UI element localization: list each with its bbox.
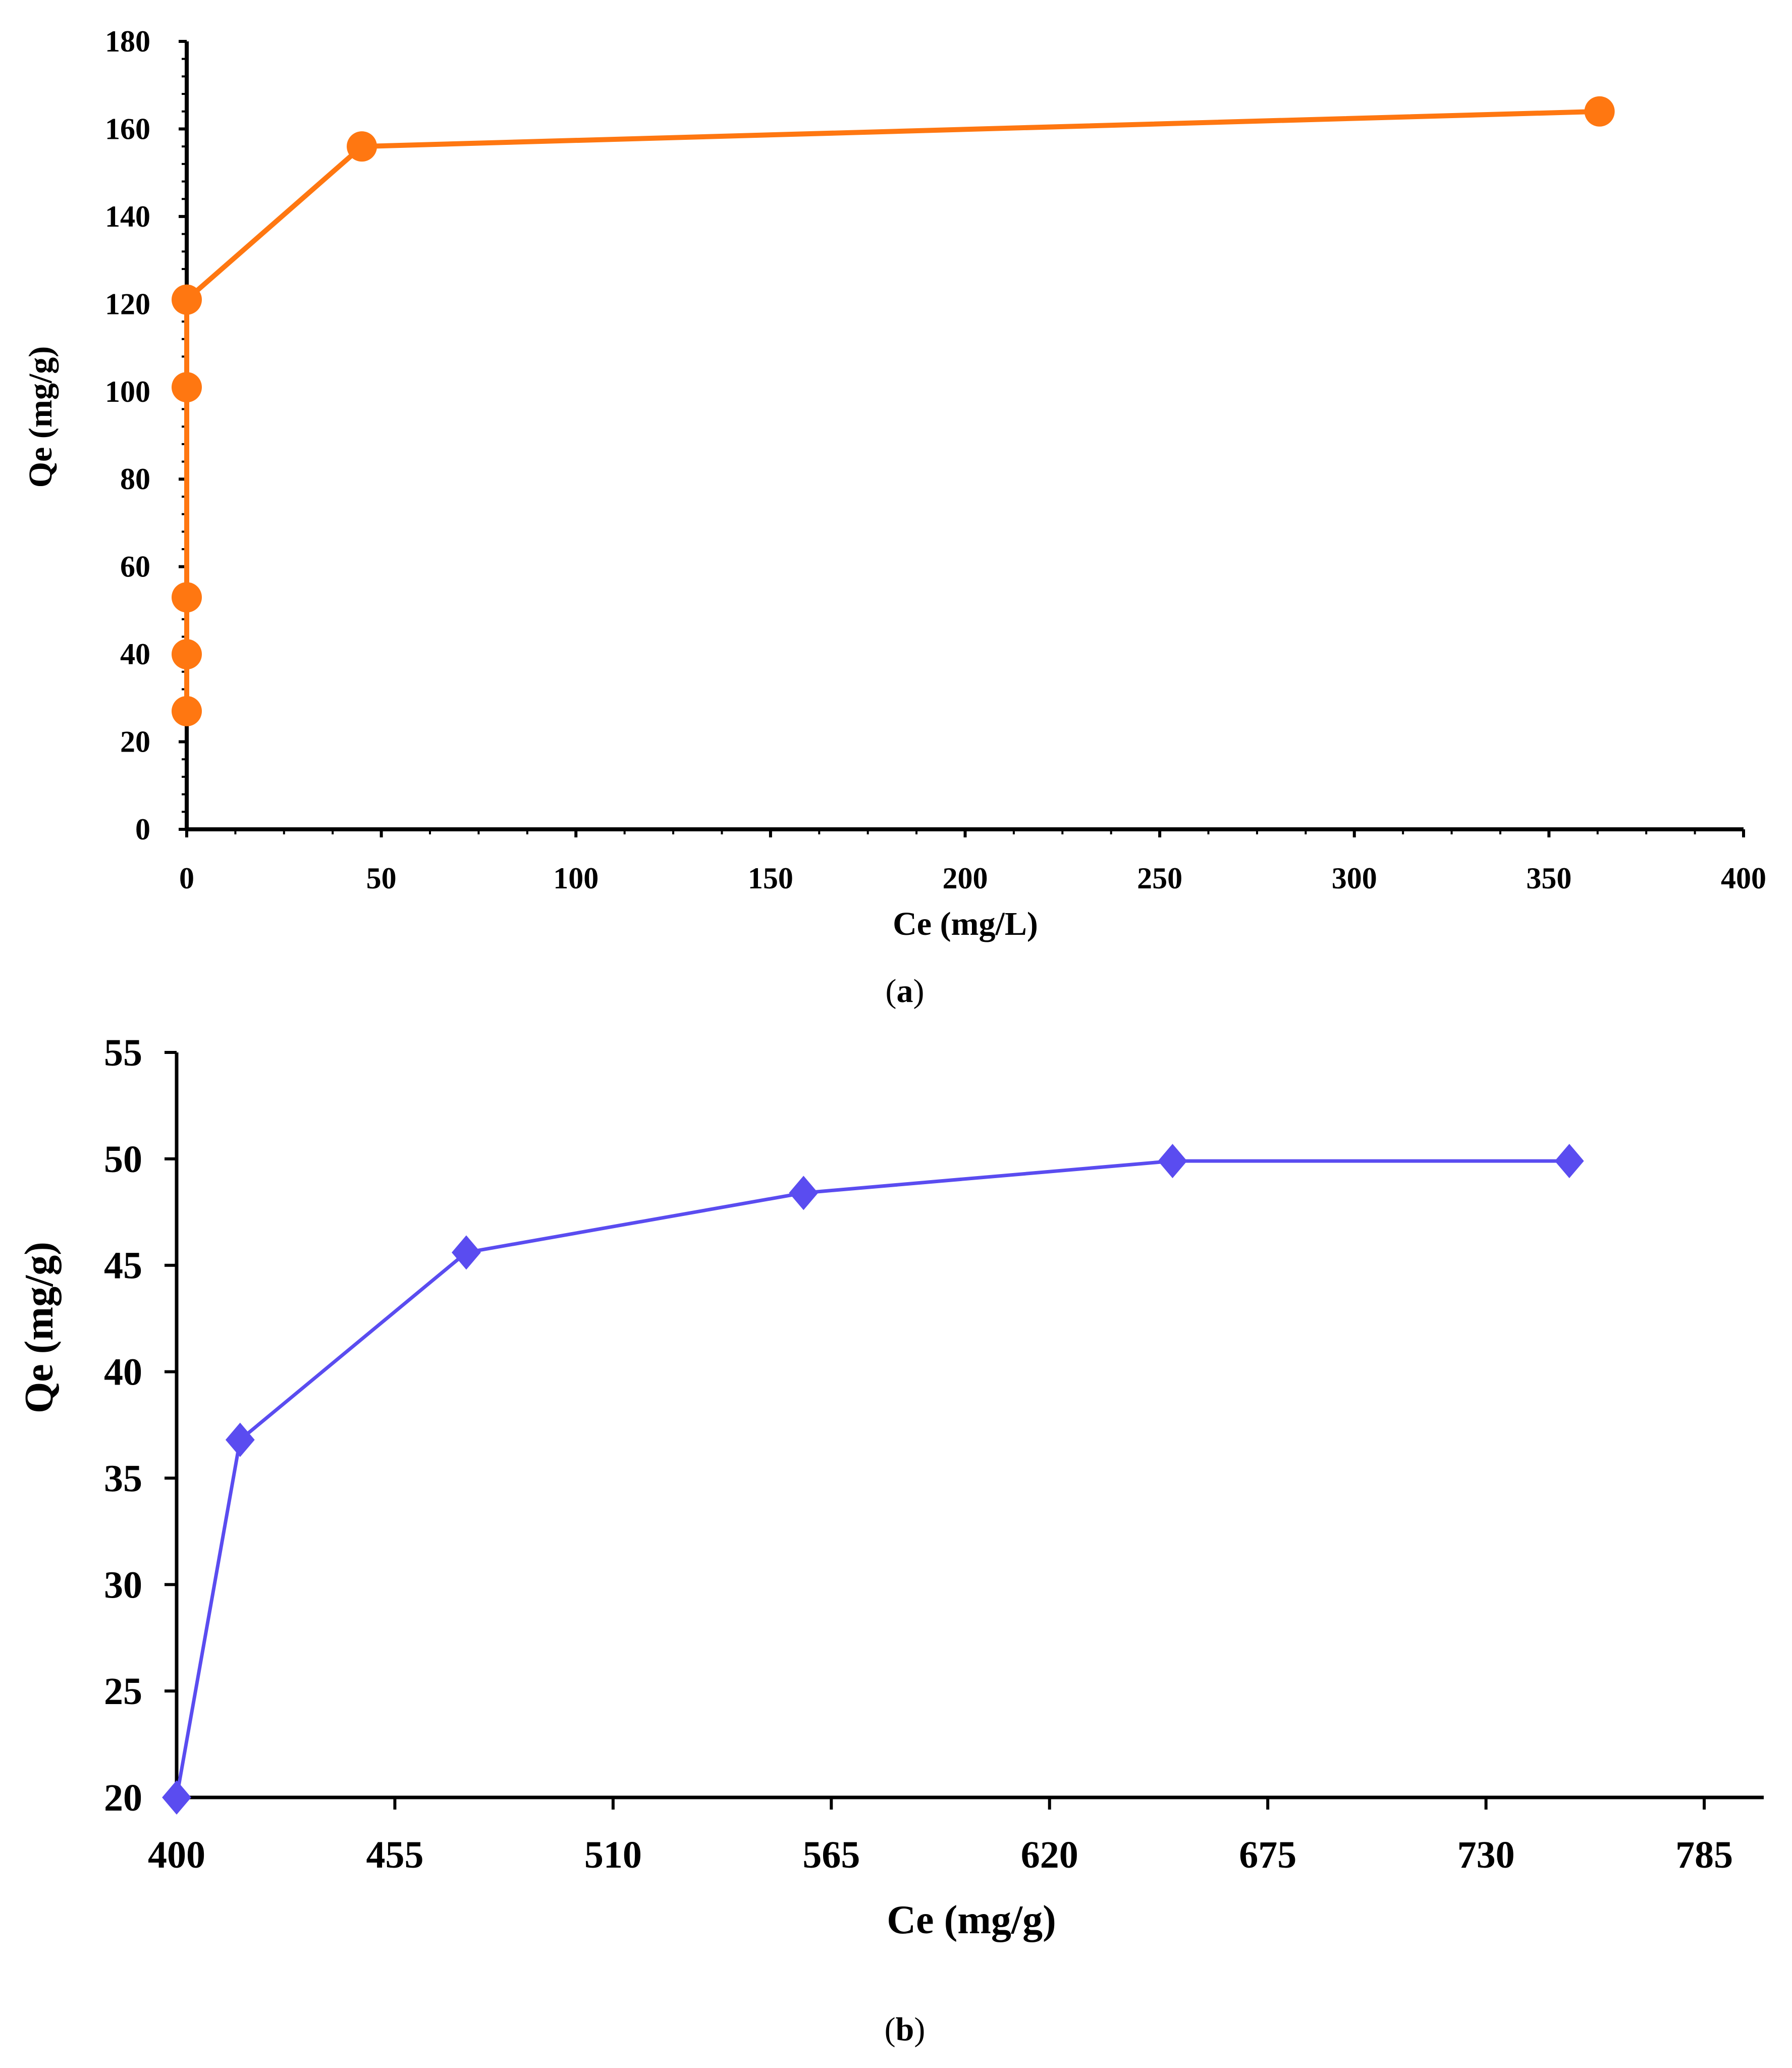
- data-point: [172, 696, 202, 726]
- x-tick-label: 400: [1721, 862, 1766, 895]
- y-tick-label: 35: [104, 1457, 142, 1500]
- data-point: [1158, 1144, 1187, 1179]
- y-tick-label: 100: [105, 375, 150, 408]
- chart-a-x-tick-labels: 0 50 100 150 200 250 300 350 400: [179, 862, 1766, 895]
- chart-b-caption: (b): [885, 2011, 926, 2048]
- y-tick-label: 20: [120, 725, 150, 759]
- chart-a: 0 20 40 60 80 100 120 140 160 180 0 50 100 150 200 250…: [22, 25, 1766, 1010]
- chart-a-points: [172, 96, 1615, 726]
- chart-a-y-tick-labels: 0 20 40 60 80 100 120 140 160 180: [105, 25, 150, 846]
- chart-b-ticks: [165, 1051, 1706, 1810]
- data-point: [347, 131, 377, 162]
- data-point: [225, 1422, 255, 1457]
- data-point: [1554, 1144, 1584, 1179]
- y-tick-label: 55: [104, 1032, 142, 1074]
- y-tick-label: 140: [105, 200, 150, 233]
- chart-b-x-tick-labels: 400 455 510 565 620 675 730 785: [148, 1834, 1733, 1876]
- chart-b-points: [162, 1144, 1584, 1815]
- x-tick-label: 730: [1457, 1834, 1515, 1876]
- x-tick-label: 150: [748, 862, 793, 895]
- chart-b-x-axis-title: Ce (mg/g): [887, 1898, 1056, 1942]
- x-tick-label: 620: [1021, 1834, 1078, 1876]
- data-point: [789, 1176, 819, 1210]
- y-tick-label: 40: [120, 638, 150, 671]
- x-tick-label: 785: [1675, 1834, 1733, 1876]
- chart-b: 20 25 30 35 40 45 50 55 400 455 510 565 620 675 730 78…: [17, 1032, 1764, 2048]
- data-point: [172, 582, 202, 613]
- chart-b-series-line: [175, 1159, 1569, 1798]
- x-tick-label: 675: [1239, 1834, 1296, 1876]
- chart-b-y-axis-title: Qe (mg/g): [17, 1242, 62, 1413]
- data-point: [172, 372, 202, 403]
- data-point: [162, 1780, 191, 1815]
- y-tick-label: 180: [105, 25, 150, 58]
- x-tick-label: 565: [802, 1834, 860, 1876]
- x-tick-label: 200: [943, 862, 988, 895]
- y-tick-label: 45: [104, 1245, 142, 1287]
- x-tick-label: 50: [366, 862, 397, 895]
- x-tick-label: 0: [179, 862, 194, 895]
- y-tick-label: 50: [104, 1138, 142, 1181]
- y-tick-label: 160: [105, 112, 150, 145]
- y-tick-label: 25: [104, 1670, 142, 1713]
- data-point: [172, 639, 202, 670]
- y-tick-label: 120: [105, 287, 150, 321]
- y-tick-label: 0: [135, 813, 150, 846]
- y-tick-label: 60: [120, 550, 150, 584]
- chart-a-caption: (a): [886, 973, 925, 1010]
- y-tick-label: 40: [104, 1351, 142, 1394]
- x-tick-label: 455: [366, 1834, 423, 1876]
- x-tick-label: 300: [1332, 862, 1377, 895]
- chart-a-y-axis-title: Qe (mg/g): [22, 346, 59, 488]
- y-tick-label: 30: [104, 1564, 142, 1606]
- chart-a-series-line: [184, 109, 1600, 711]
- chart-b-y-tick-labels: 20 25 30 35 40 45 50 55: [104, 1032, 142, 1819]
- data-point: [452, 1235, 481, 1270]
- x-tick-label: 250: [1137, 862, 1182, 895]
- data-point: [1584, 96, 1615, 127]
- x-tick-label: 510: [584, 1834, 642, 1876]
- data-point: [172, 284, 202, 315]
- y-tick-label: 80: [120, 462, 150, 496]
- x-tick-label: 350: [1526, 862, 1571, 895]
- y-tick-label: 20: [104, 1777, 142, 1819]
- x-tick-label: 400: [148, 1834, 205, 1876]
- chart-a-x-axis-title: Ce (mg/L): [893, 906, 1038, 942]
- chart-a-ticks: [179, 40, 1745, 837]
- x-tick-label: 100: [553, 862, 599, 895]
